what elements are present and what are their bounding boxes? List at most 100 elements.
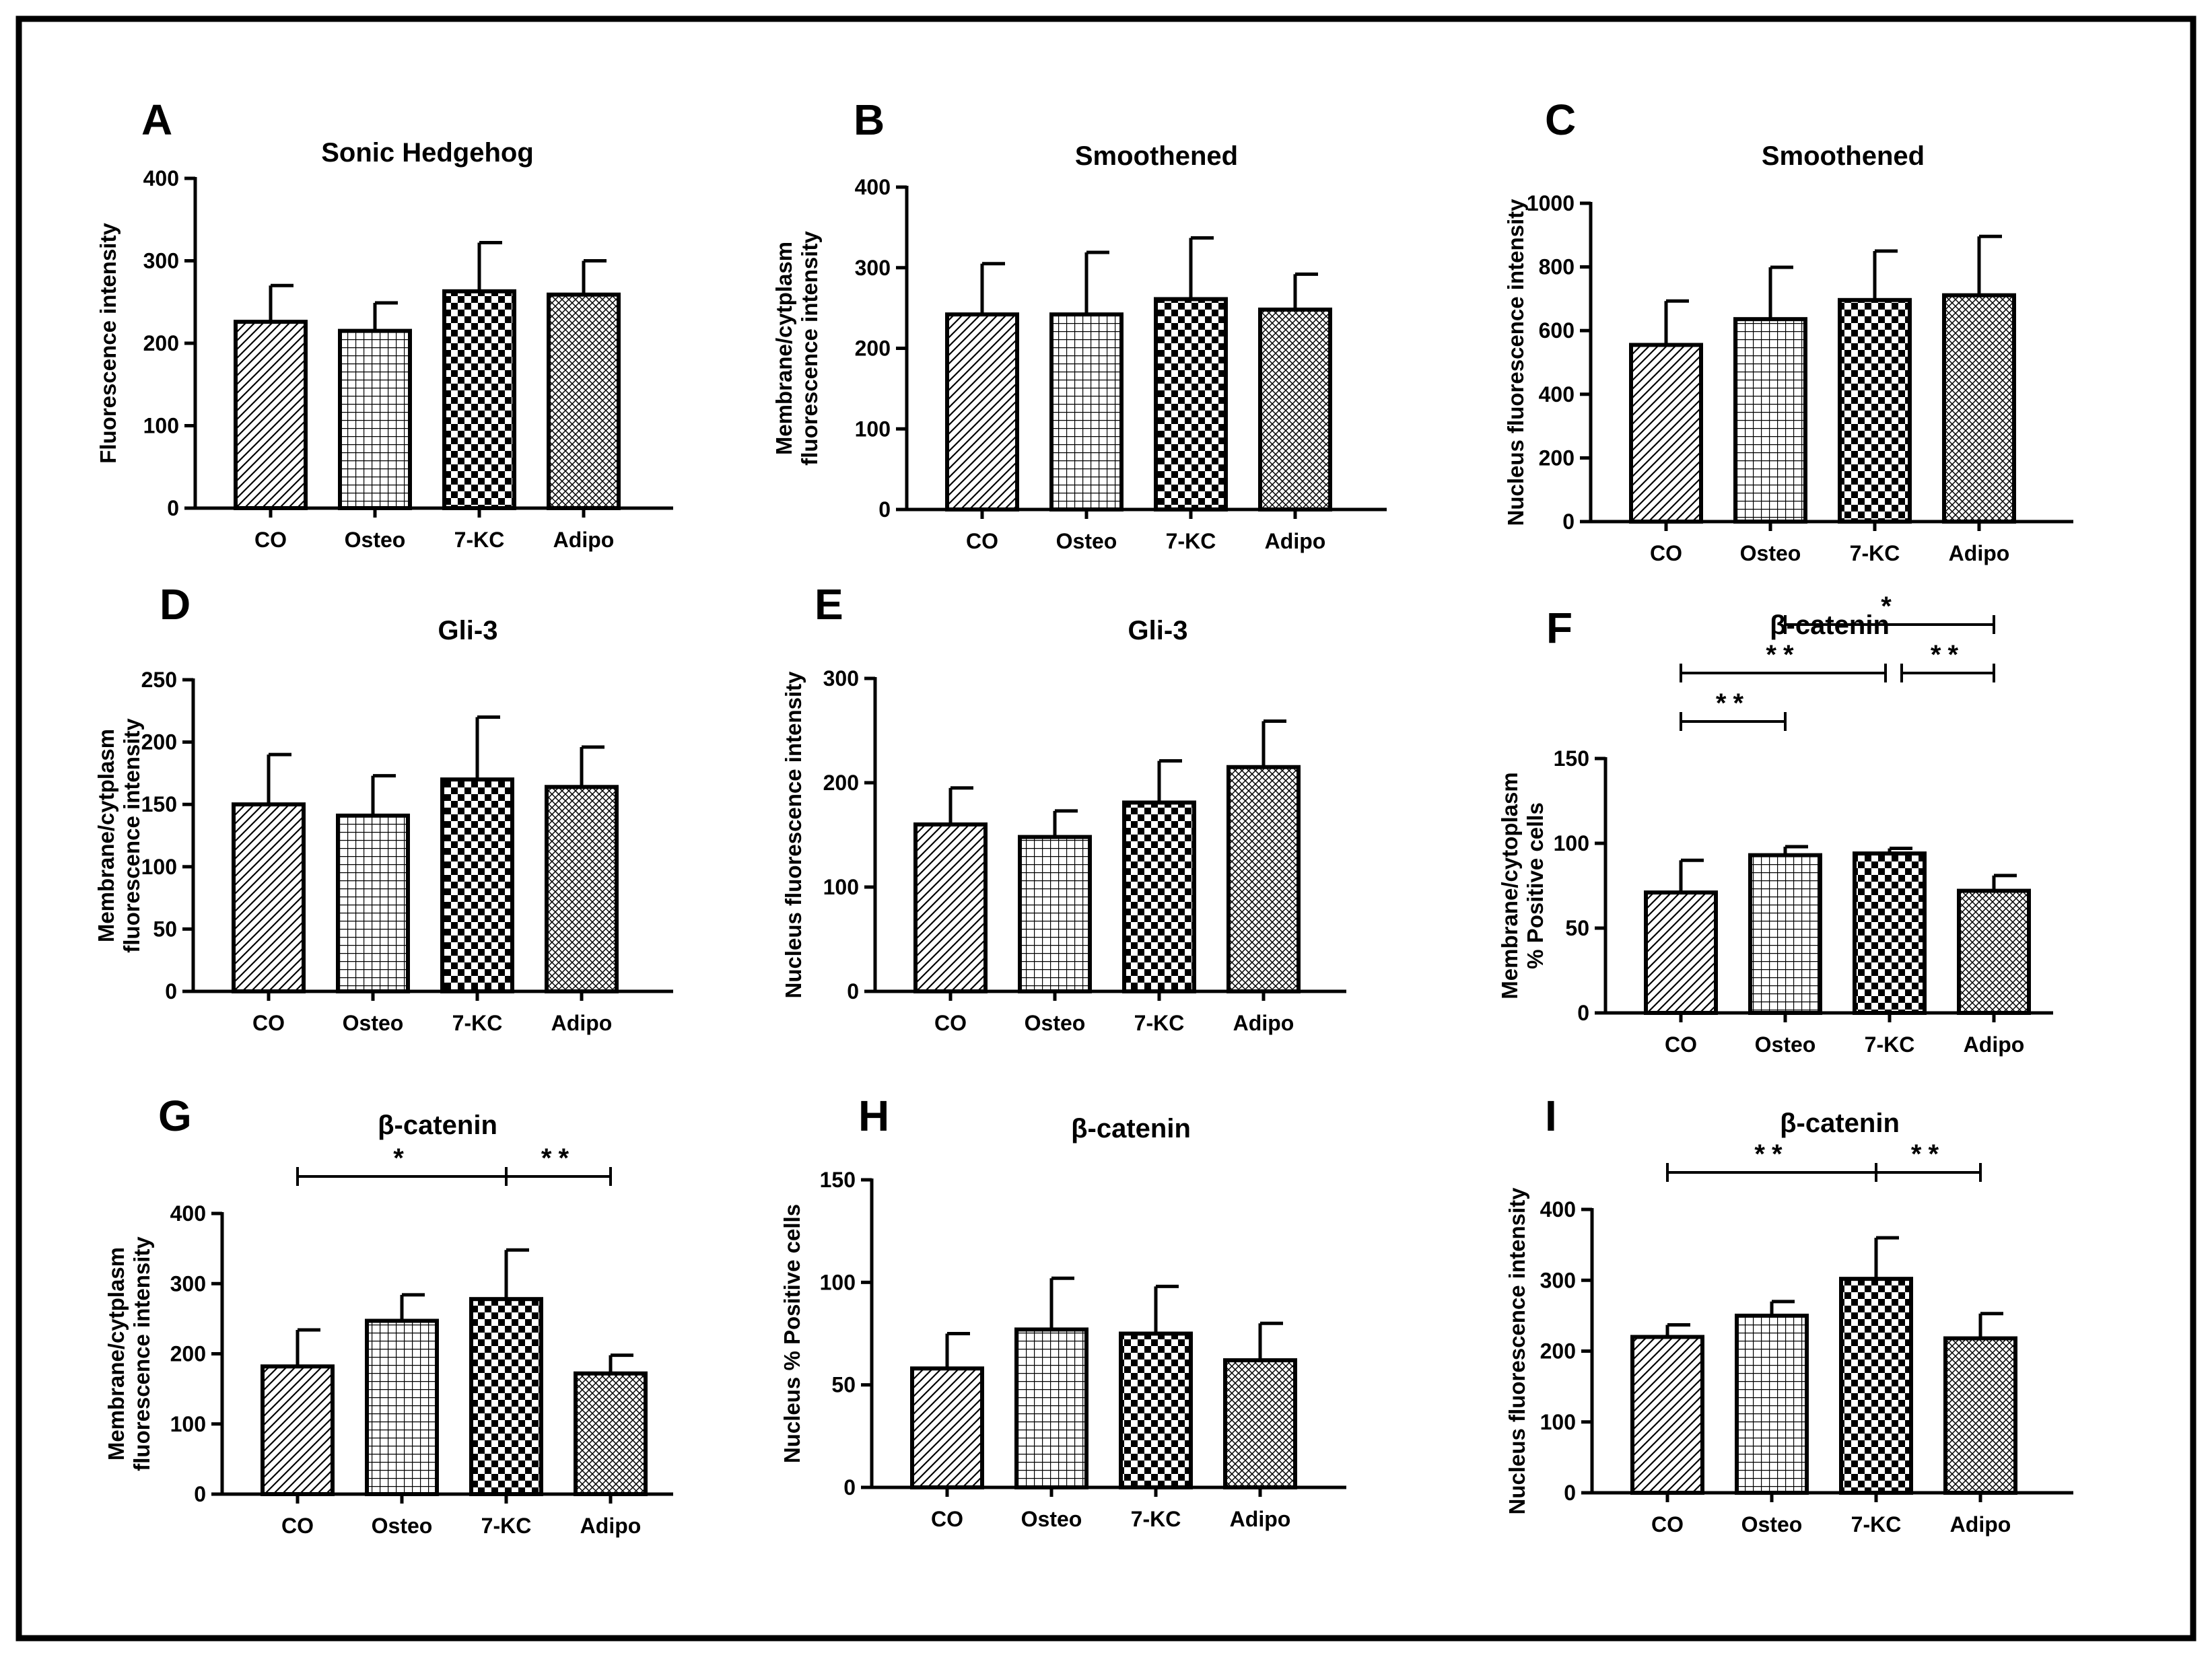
significance-label: ** [1754, 1139, 1789, 1169]
bar-co [1644, 890, 1718, 1015]
y-axis-label: fluorescence intensity [797, 231, 822, 466]
panel-letter: H [858, 1092, 889, 1140]
bar-7-kc [1119, 1331, 1193, 1489]
bar-co [1630, 1335, 1704, 1495]
y-tick-label: 0 [847, 979, 859, 1003]
significance-label: ** [1931, 640, 1965, 670]
bar-adipo [1957, 888, 2031, 1016]
bar-adipo [547, 292, 621, 510]
significance-label: ** [1911, 1139, 1945, 1169]
x-tick-label: 7-KC [452, 1011, 503, 1035]
panel-letter: G [158, 1092, 192, 1140]
bar-adipo [1258, 308, 1332, 512]
y-tick-label: 100 [1540, 1410, 1576, 1434]
y-tick-label: 50 [831, 1373, 856, 1397]
y-tick-label: 300 [1540, 1268, 1576, 1292]
bar-osteo [365, 1318, 439, 1496]
y-tick-label: 0 [843, 1475, 856, 1500]
y-tick-label: 100 [855, 417, 891, 441]
x-tick-label: CO [281, 1514, 314, 1538]
x-tick-label: Adipo [1950, 1512, 2011, 1537]
bar-co [261, 1364, 335, 1497]
y-tick-label: 0 [1562, 509, 1575, 534]
chart-title: Smoothened [1762, 141, 1925, 171]
bar-7-kc [440, 777, 514, 994]
bar-osteo [1014, 1327, 1088, 1489]
chart-title: β-catenin [1071, 1114, 1191, 1143]
x-tick-label: CO [1650, 541, 1682, 565]
bar-adipo [1942, 293, 2016, 524]
y-tick-label: 250 [141, 668, 177, 692]
panel-letter: F [1546, 604, 1572, 652]
y-tick-label: 200 [141, 730, 177, 754]
x-tick-label: Adipo [1949, 541, 2010, 565]
bar-7-kc [1154, 297, 1228, 512]
chart-title: Gli-3 [438, 616, 498, 645]
y-tick-label: 200 [855, 337, 891, 361]
bar-osteo [338, 328, 412, 510]
panel-letter: D [160, 580, 191, 629]
y-tick-label: 400 [1539, 382, 1575, 407]
x-tick-label: Adipo [1964, 1032, 2025, 1057]
x-tick-label: Osteo [1741, 1512, 1803, 1537]
bar-co [910, 1366, 984, 1489]
x-tick-label: CO [966, 529, 998, 553]
x-tick-label: 7-KC [1131, 1507, 1181, 1531]
y-axis-label: Membrane/cytoplasm [1497, 772, 1522, 999]
y-tick-label: 400 [170, 1201, 206, 1226]
y-tick-label: 0 [1577, 1001, 1589, 1025]
figure-frame [15, 15, 2197, 1642]
x-tick-label: 7-KC [1134, 1011, 1185, 1035]
significance-label: * [1881, 592, 1898, 621]
y-tick-label: 200 [170, 1342, 206, 1366]
bar-7-kc [1853, 851, 1927, 1015]
x-tick-label: 7-KC [1166, 529, 1216, 553]
bar-7-kc [1839, 1277, 1913, 1495]
x-tick-label: Osteo [345, 528, 406, 552]
y-tick-label: 1000 [1527, 191, 1575, 215]
bar-adipo [545, 785, 619, 993]
bar-7-kc [442, 289, 516, 510]
bar-osteo [1735, 1313, 1809, 1495]
x-tick-label: Adipo [1230, 1507, 1291, 1531]
bar-co [1629, 343, 1703, 524]
bar-7-kc [1838, 297, 1912, 524]
y-axis-label: Nucleus fluorescence intensity [1503, 199, 1528, 526]
y-tick-label: 100 [1554, 831, 1589, 855]
significance-label: ** [541, 1143, 576, 1173]
x-tick-label: Osteo [1056, 529, 1117, 553]
y-tick-label: 100 [823, 875, 859, 899]
y-tick-label: 0 [194, 1482, 206, 1506]
y-tick-label: 300 [823, 666, 859, 691]
bar-co [234, 320, 308, 510]
bar-osteo [1049, 312, 1124, 512]
x-tick-label: CO [1651, 1512, 1684, 1537]
panel-c: C Smoothened Nucleus fluorescence intensit… [1503, 96, 2073, 565]
panel-b: B Smoothened Membrane/cytplasm fluorescence… [771, 96, 1387, 553]
bar-co [913, 822, 988, 993]
y-tick-label: 100 [820, 1270, 856, 1294]
panel-letter: C [1545, 96, 1576, 144]
significance-label: * [393, 1143, 411, 1173]
x-tick-label: 7-KC [454, 528, 505, 552]
chart-title: β-catenin [378, 1110, 497, 1140]
bar-7-kc [469, 1297, 543, 1497]
y-tick-label: 50 [153, 917, 177, 941]
chart-title: β-catenin [1780, 1108, 1900, 1138]
y-tick-label: 100 [141, 855, 177, 879]
x-tick-label: Adipo [551, 1011, 613, 1035]
x-tick-label: CO [934, 1011, 967, 1035]
y-tick-label: 600 [1539, 318, 1575, 343]
y-axis-label: Membrane/cytplasm [104, 1247, 129, 1460]
y-tick-label: 400 [143, 166, 179, 190]
y-tick-label: 0 [165, 979, 177, 1003]
y-tick-label: 400 [855, 175, 891, 199]
bar-adipo [1943, 1336, 2017, 1495]
x-tick-label: CO [1665, 1032, 1697, 1057]
bar-osteo [1733, 317, 1807, 524]
x-tick-label: Osteo [1021, 1507, 1082, 1531]
